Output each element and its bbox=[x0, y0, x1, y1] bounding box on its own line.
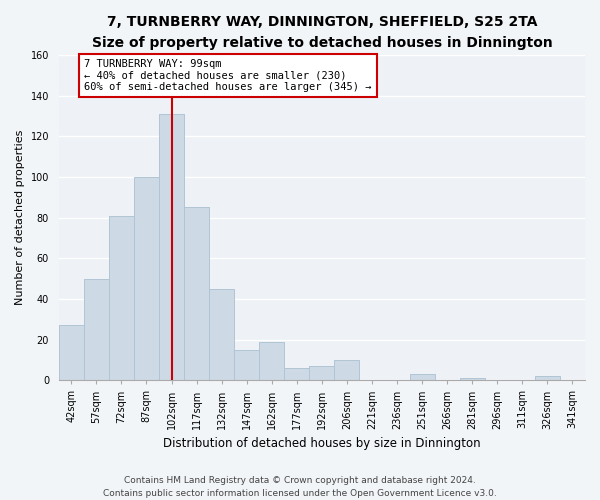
Bar bbox=[334, 360, 359, 380]
Bar bbox=[310, 366, 334, 380]
Bar bbox=[209, 289, 234, 380]
Bar bbox=[109, 216, 134, 380]
Bar bbox=[234, 350, 259, 380]
Y-axis label: Number of detached properties: Number of detached properties bbox=[15, 130, 25, 306]
Bar bbox=[59, 326, 84, 380]
Bar bbox=[159, 114, 184, 380]
Text: 7 TURNBERRY WAY: 99sqm
← 40% of detached houses are smaller (230)
60% of semi-de: 7 TURNBERRY WAY: 99sqm ← 40% of detached… bbox=[84, 59, 371, 92]
Bar bbox=[259, 342, 284, 380]
Bar bbox=[184, 208, 209, 380]
Bar bbox=[84, 278, 109, 380]
Bar bbox=[535, 376, 560, 380]
Text: Contains HM Land Registry data © Crown copyright and database right 2024.
Contai: Contains HM Land Registry data © Crown c… bbox=[103, 476, 497, 498]
Bar bbox=[460, 378, 485, 380]
Title: 7, TURNBERRY WAY, DINNINGTON, SHEFFIELD, S25 2TA
Size of property relative to de: 7, TURNBERRY WAY, DINNINGTON, SHEFFIELD,… bbox=[92, 15, 552, 50]
Bar bbox=[284, 368, 310, 380]
Bar bbox=[410, 374, 434, 380]
X-axis label: Distribution of detached houses by size in Dinnington: Distribution of detached houses by size … bbox=[163, 437, 481, 450]
Bar bbox=[134, 177, 159, 380]
